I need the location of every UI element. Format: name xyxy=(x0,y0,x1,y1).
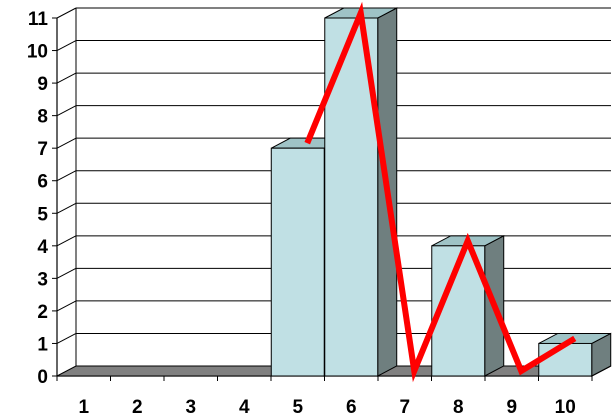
gridline-connector xyxy=(56,202,77,214)
x-tick-label: 3 xyxy=(185,397,196,418)
x-tick-label: 5 xyxy=(292,397,303,418)
y-tick-label: 4 xyxy=(37,237,48,258)
gridline-connector xyxy=(56,235,77,247)
gridline-connector xyxy=(56,170,77,182)
gridline-connector xyxy=(56,105,77,117)
gridline-connector xyxy=(56,72,77,84)
trend-line xyxy=(304,1,577,383)
y-tick-label: 2 xyxy=(37,302,48,323)
y-tick-label: 0 xyxy=(37,367,48,388)
y-tick-label: 6 xyxy=(37,172,48,193)
gridline-connector xyxy=(56,300,77,312)
gridline-connector xyxy=(56,40,77,51)
bar-front xyxy=(270,147,325,377)
y-tick-label: 10 xyxy=(27,42,48,63)
y-tick-label: 11 xyxy=(28,9,49,30)
x-tick-labels: 1 2 3 4 5 6 7 8 9 10 xyxy=(78,397,575,418)
x-tick-label: 8 xyxy=(453,397,464,418)
y-tick-label: 7 xyxy=(37,139,48,160)
trend-line-path xyxy=(304,1,577,383)
x-tick-label: 6 xyxy=(346,397,357,418)
bar xyxy=(538,332,612,377)
gridline-connector xyxy=(56,7,77,19)
bar-front xyxy=(538,342,593,377)
y-tick-label: 8 xyxy=(37,107,48,128)
gridline-connector xyxy=(56,137,77,149)
y-tick-label: 3 xyxy=(37,269,48,290)
y-tick-label: 1 xyxy=(37,334,48,355)
x-tick-label: 4 xyxy=(239,397,250,418)
gridline-connector xyxy=(56,267,77,279)
x-tick-label: 7 xyxy=(399,397,410,418)
bars xyxy=(270,7,612,377)
y-tick-label: 9 xyxy=(37,74,48,95)
x-tick-label: 1 xyxy=(78,397,89,418)
x-tick-label: 10 xyxy=(555,397,576,418)
x-tick-label: 9 xyxy=(506,397,517,418)
gridline-connector xyxy=(56,333,77,344)
y-tick-label: 5 xyxy=(37,204,48,225)
y-tick-labels: 0 1 2 3 4 5 6 7 8 9 10 11 xyxy=(27,9,49,388)
x-tick-label: 2 xyxy=(132,397,143,418)
